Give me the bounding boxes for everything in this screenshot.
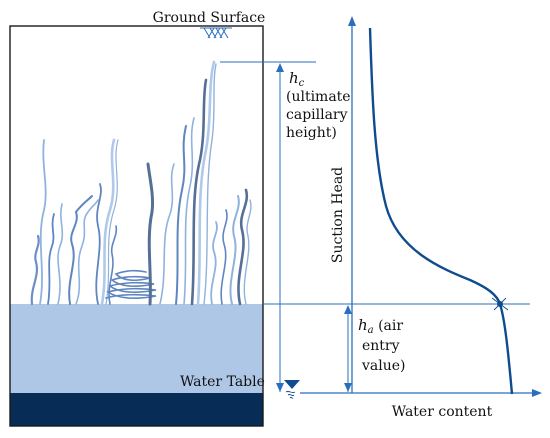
hc-subscript: c [299,78,305,89]
air-entry-dimension [344,305,352,392]
capillary-finger [190,78,208,306]
capillary-finger [57,203,64,305]
capillary-finger [95,183,102,305]
capillary-finger [196,60,216,306]
capillary-finger [108,225,118,305]
hc-description-3: height) [286,125,337,141]
capillary-finger [220,209,228,305]
bedrock-layer [10,393,263,426]
capillary-finger [75,199,99,305]
water-table-label: Water Table [180,374,265,390]
capillary-finger [30,234,40,306]
hc-description-1: (ultimate [286,89,351,105]
unsaturated-zone [10,26,263,304]
arrow-up-icon [344,305,352,314]
capillary-finger [159,163,175,305]
saturated-zone [10,304,263,393]
soil-column [9,25,264,427]
hc-description-2: capillary [286,107,348,123]
capillary-finger [146,162,154,306]
arrow-down-icon [276,383,284,392]
ha-description-3: value) [361,358,406,374]
hatch-icon [200,27,232,39]
hc-symbol: h [289,69,299,87]
capillary-finger [175,125,187,305]
air-entry-point-marker [491,297,509,311]
capillary-coil [105,269,157,299]
water-content-axis [300,389,542,397]
capillary-finger [68,195,93,305]
axis-arrow-icon [348,16,356,26]
capillary-height-dimension [220,61,316,392]
ha-subscript: a [368,325,374,336]
ha-label: ha (air [358,316,403,336]
ha-symbol: h [358,316,368,334]
inverted-triangle-icon [284,380,300,399]
hc-label: hc [289,69,305,89]
suction-head-axis [348,16,356,393]
capillary-finger [237,188,249,306]
capillary-finger [100,138,116,306]
arrow-up-icon [276,63,284,72]
capillary-finger [39,139,47,305]
water-content-label: Water content [392,404,493,420]
capillary-finger [183,117,195,305]
arrow-down-icon [344,383,352,392]
water-retention-curve [368,27,514,395]
capillary-finger [47,213,55,305]
capillary-finger [203,63,217,305]
capillary-fingers [30,60,252,306]
ground-surface-label: Ground Surface [153,10,266,26]
ha-description-1: (air [374,318,404,334]
soil-column-frame [9,25,264,427]
capillary-finger [243,199,252,305]
capillary-finger [210,221,218,305]
ha-description-2: entry [362,338,400,354]
capillary-finger [105,139,119,305]
axis-arrow-icon [532,389,542,397]
capillary-finger [229,195,240,305]
suction-head-label: Suction Head [330,167,346,263]
